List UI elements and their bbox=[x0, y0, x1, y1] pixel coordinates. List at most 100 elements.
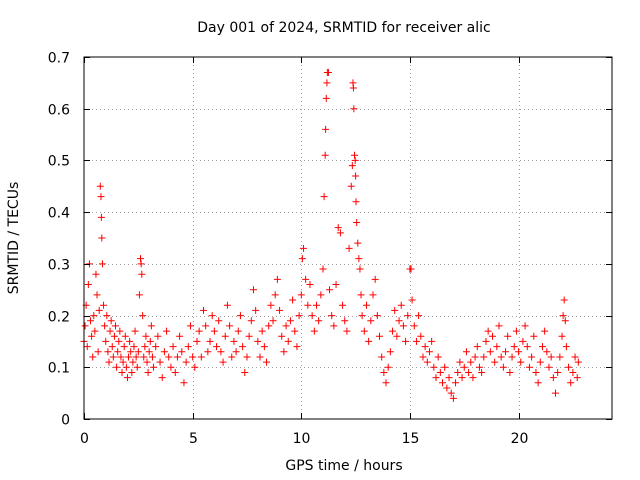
data-point bbox=[556, 353, 564, 361]
data-point bbox=[356, 265, 364, 273]
data-point bbox=[142, 332, 150, 340]
data-point bbox=[193, 337, 201, 345]
data-point bbox=[84, 281, 92, 289]
data-point bbox=[538, 343, 546, 351]
data-point bbox=[256, 353, 264, 361]
data-point bbox=[357, 291, 365, 299]
grid bbox=[84, 57, 612, 419]
data-point bbox=[252, 306, 260, 314]
data-point bbox=[135, 291, 143, 299]
data-point bbox=[131, 327, 139, 335]
data-point bbox=[362, 301, 370, 309]
data-point bbox=[234, 327, 242, 335]
data-point bbox=[278, 332, 286, 340]
data-point bbox=[141, 343, 149, 351]
x-axis-label: GPS time / hours bbox=[285, 458, 402, 474]
chart-title: Day 001 of 2024, SRMTID for receiver ali… bbox=[197, 20, 490, 36]
data-point bbox=[154, 332, 162, 340]
data-point bbox=[371, 275, 379, 283]
data-point bbox=[117, 353, 125, 361]
data-point bbox=[504, 332, 512, 340]
data-point bbox=[407, 265, 415, 273]
data-point bbox=[482, 337, 490, 345]
data-point bbox=[408, 296, 416, 304]
data-point bbox=[391, 306, 399, 314]
data-point bbox=[541, 327, 549, 335]
data-point bbox=[449, 394, 457, 402]
data-point bbox=[317, 291, 325, 299]
data-point bbox=[289, 296, 297, 304]
data-point bbox=[92, 270, 100, 278]
data-point bbox=[189, 353, 197, 361]
data-point bbox=[126, 337, 134, 345]
data-point bbox=[165, 353, 173, 361]
data-point bbox=[458, 374, 466, 382]
data-point bbox=[369, 291, 377, 299]
data-point bbox=[365, 337, 373, 345]
data-point bbox=[267, 301, 275, 309]
data-point bbox=[373, 312, 381, 320]
data-point bbox=[273, 275, 281, 283]
data-point bbox=[88, 332, 96, 340]
data-point bbox=[465, 368, 473, 376]
data-point bbox=[137, 260, 145, 268]
data-point bbox=[502, 348, 510, 356]
data-point bbox=[107, 317, 115, 325]
data-point bbox=[543, 348, 551, 356]
data-point bbox=[495, 322, 503, 330]
data-point bbox=[475, 363, 483, 371]
data-point bbox=[456, 358, 464, 366]
data-point bbox=[258, 327, 266, 335]
data-point bbox=[156, 358, 164, 366]
data-point bbox=[295, 312, 303, 320]
data-point bbox=[358, 312, 366, 320]
data-point bbox=[452, 379, 460, 387]
data-point bbox=[284, 337, 292, 345]
data-point bbox=[104, 348, 112, 356]
data-point bbox=[128, 368, 136, 376]
data-point bbox=[103, 312, 111, 320]
data-point bbox=[350, 105, 358, 113]
data-point bbox=[351, 151, 359, 159]
data-point bbox=[348, 162, 356, 170]
data-point bbox=[404, 312, 412, 320]
data-point bbox=[334, 224, 342, 232]
data-point bbox=[186, 322, 194, 330]
data-point bbox=[336, 229, 344, 237]
data-point bbox=[217, 348, 225, 356]
data-point bbox=[571, 353, 579, 361]
data-point bbox=[158, 374, 166, 382]
data-point bbox=[97, 213, 105, 221]
x-tick-label: 0 bbox=[80, 431, 89, 447]
data-point bbox=[532, 368, 540, 376]
data-point bbox=[547, 353, 555, 361]
data-point bbox=[462, 348, 470, 356]
data-point bbox=[341, 317, 349, 325]
data-point bbox=[512, 327, 520, 335]
data-point bbox=[560, 296, 568, 304]
data-point bbox=[417, 332, 425, 340]
data-point bbox=[491, 358, 499, 366]
data-point bbox=[480, 353, 488, 361]
data-point bbox=[330, 322, 338, 330]
data-point bbox=[210, 327, 218, 335]
data-point bbox=[95, 306, 103, 314]
data-point bbox=[143, 358, 151, 366]
data-point bbox=[353, 218, 361, 226]
data-point bbox=[473, 343, 481, 351]
data-point bbox=[419, 353, 427, 361]
data-point bbox=[328, 312, 336, 320]
data-point bbox=[146, 337, 154, 345]
data-point bbox=[129, 358, 137, 366]
data-point bbox=[265, 322, 273, 330]
data-point bbox=[412, 337, 420, 345]
data-point bbox=[116, 327, 124, 335]
data-point bbox=[132, 353, 140, 361]
data-point bbox=[339, 301, 347, 309]
data-point bbox=[445, 374, 453, 382]
data-point bbox=[121, 332, 129, 340]
data-point bbox=[559, 312, 567, 320]
y-axis-label: SRMTID / TECUs bbox=[6, 182, 22, 295]
data-point bbox=[136, 255, 144, 263]
